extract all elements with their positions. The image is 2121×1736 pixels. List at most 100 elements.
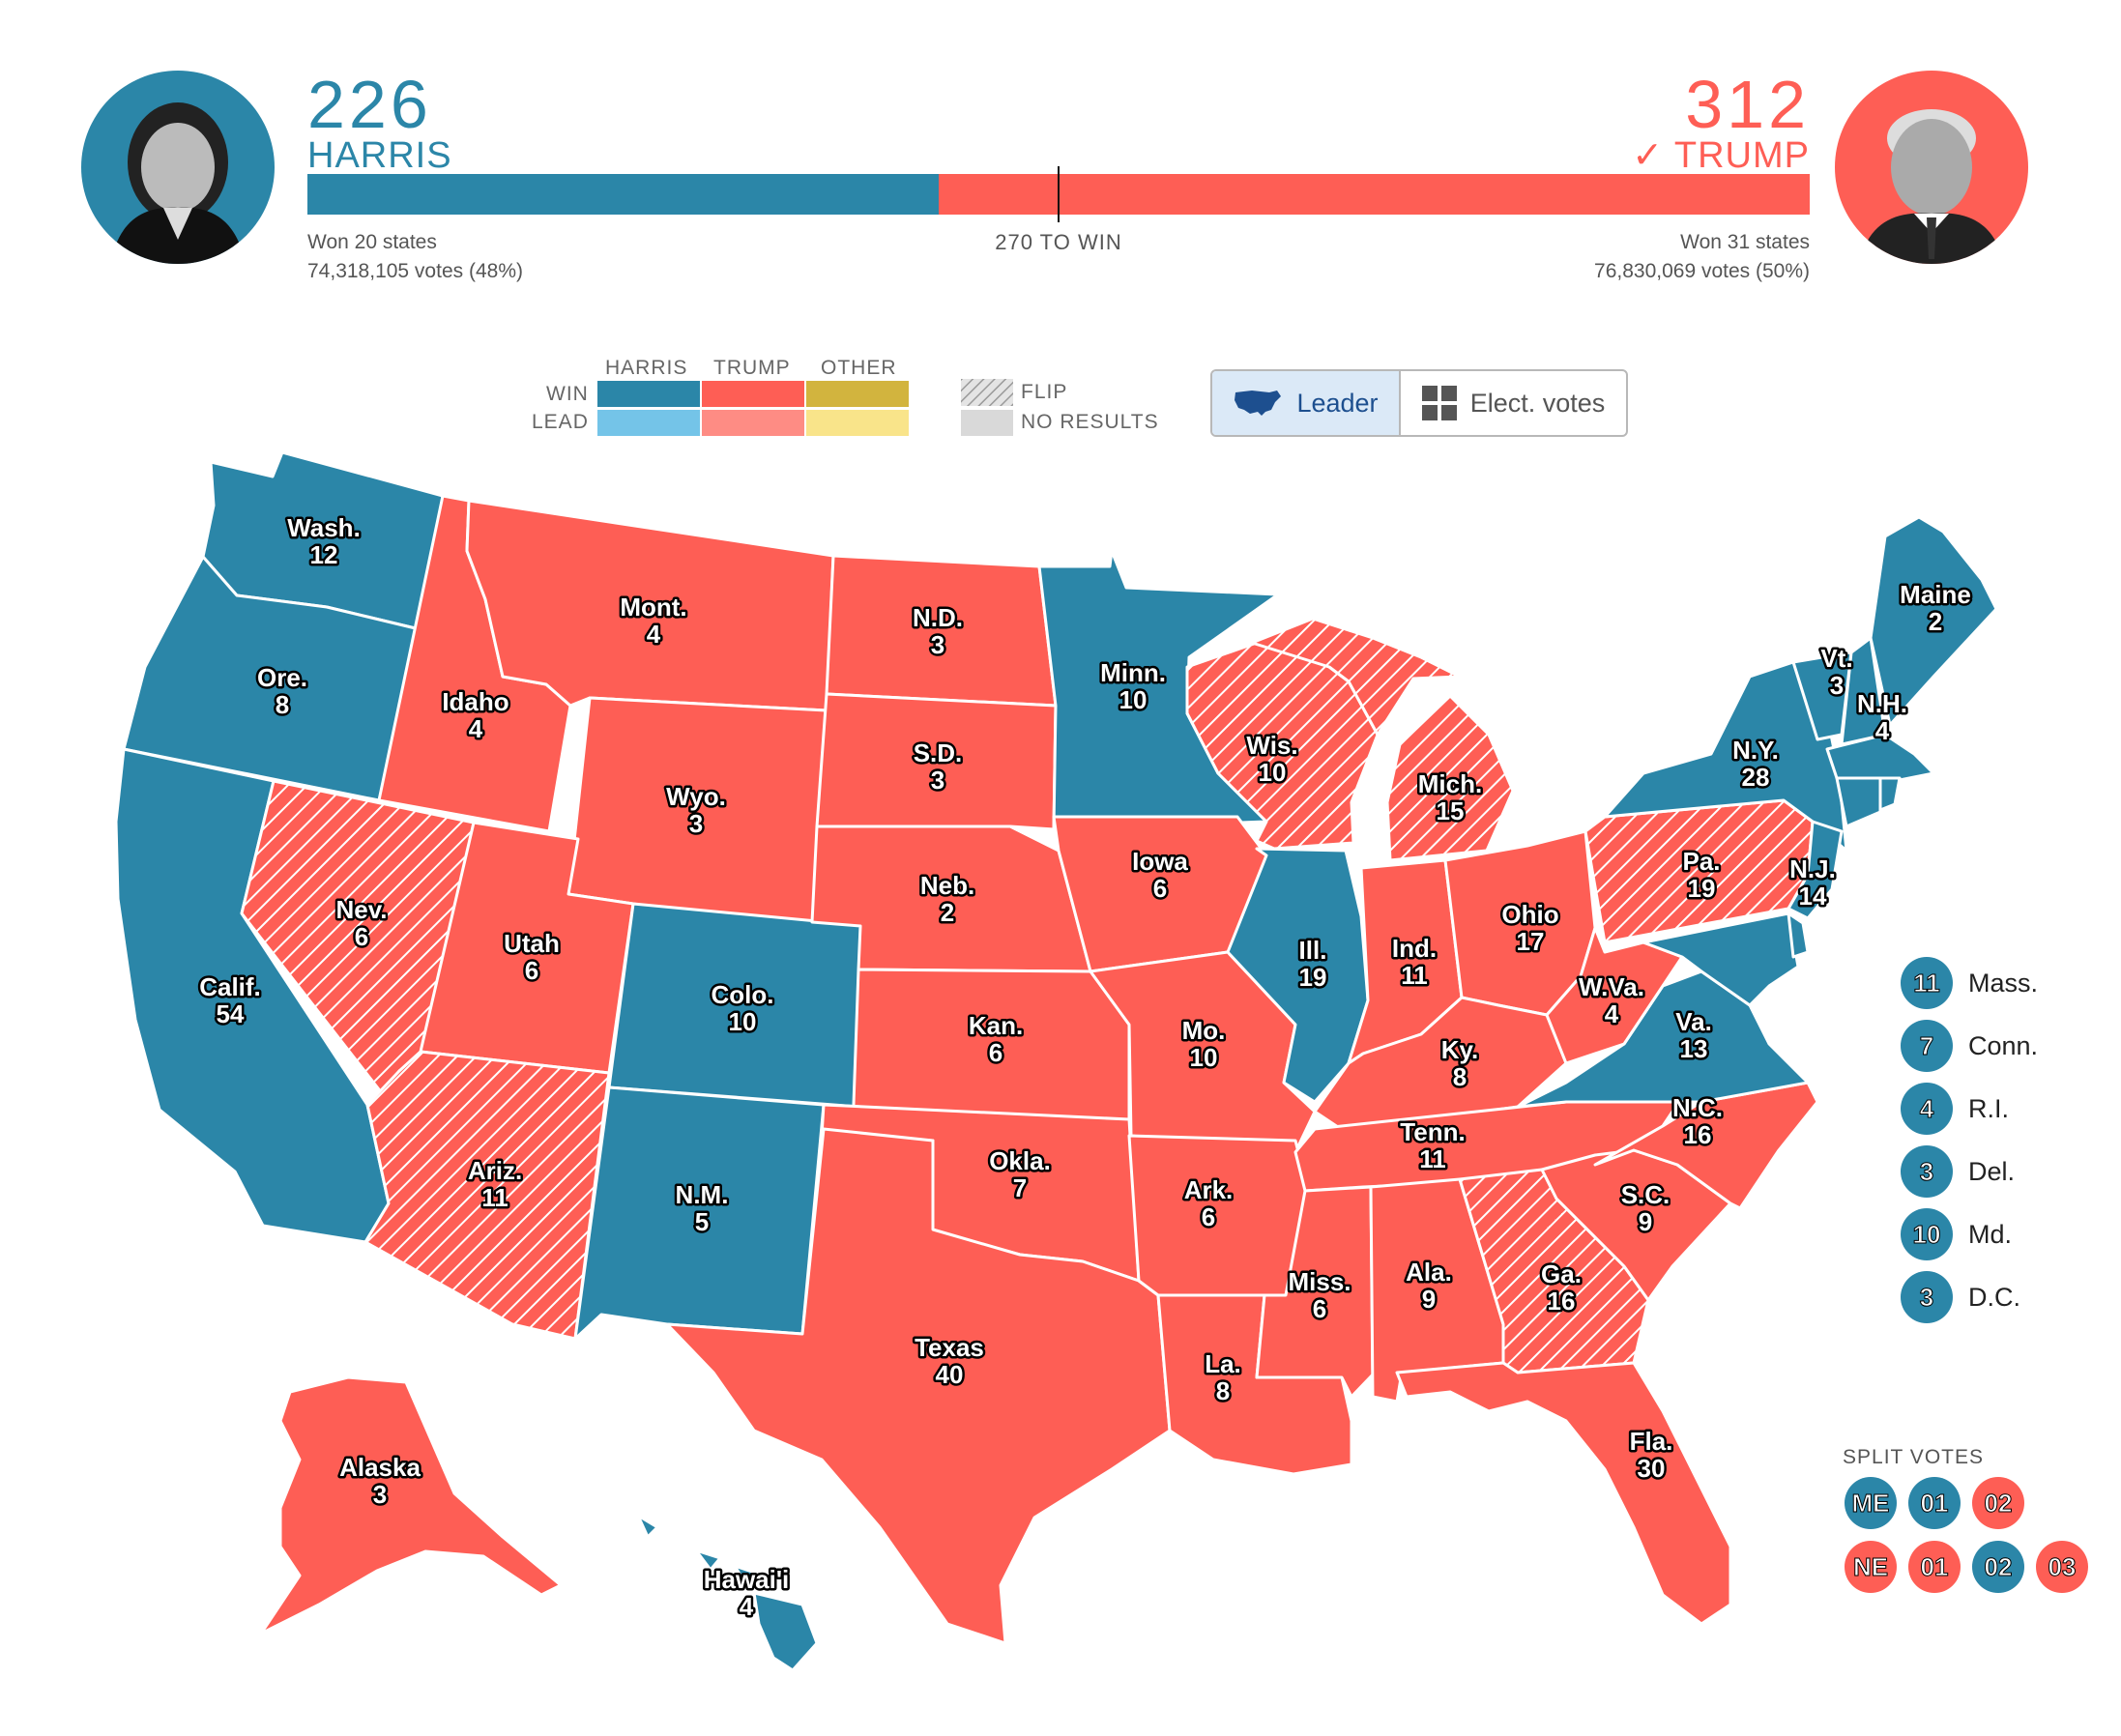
small-state-ev-circle: 3 (1901, 1271, 1953, 1323)
state-tx[interactable] (665, 1127, 1172, 1645)
state-label-name: Nev. (336, 895, 388, 924)
state-label-name: Maine (1900, 580, 1971, 609)
electoral-vote-bar (307, 174, 1810, 215)
state-label-ev: 4 (469, 714, 483, 743)
legend-col-harris: HARRIS (605, 357, 688, 379)
state-nc[interactable] (1593, 1081, 1819, 1210)
state-label-ev: 8 (276, 690, 289, 719)
state-label-ev: 11 (1419, 1144, 1446, 1173)
harris-avatar (81, 71, 275, 264)
state-label-name: Tenn. (1400, 1117, 1465, 1146)
state-label-ev: 5 (695, 1207, 709, 1236)
small-state-name: Mass. (1968, 968, 2039, 998)
legend-col-other: OTHER (821, 357, 897, 379)
legend-row-win: WIN (546, 383, 589, 405)
split-vote-district[interactable]: NE (1845, 1541, 1897, 1593)
state-label-name: N.C. (1672, 1093, 1723, 1122)
small-state-name: Conn. (1968, 1030, 2039, 1060)
state-label-name: Ky. (1441, 1035, 1479, 1064)
state-label-ev: 4 (740, 1592, 754, 1621)
legend-flip-label: FLIP (1021, 381, 1068, 403)
trump-name: ✓ TRUMP (1632, 135, 1810, 176)
split-vote-district[interactable]: 01 (1908, 1541, 1961, 1593)
state-mi[interactable] (1250, 617, 1515, 862)
state-label-name: Kan. (969, 1011, 1023, 1040)
state-ri[interactable] (1878, 776, 1902, 812)
small-state-ev-circle: 3 (1901, 1145, 1953, 1198)
state-label-name: Texas (915, 1333, 984, 1362)
small-state-item[interactable]: 7 Conn. (1901, 1020, 2038, 1072)
state-label-name: Wyo. (666, 782, 726, 811)
state-label-ev: 16 (1548, 1287, 1576, 1316)
split-vote-district[interactable]: 02 (1972, 1541, 2024, 1593)
view-toggle[interactable]: Leader Elect. votes (1210, 369, 1628, 437)
state-label-ev: 9 (1422, 1285, 1436, 1314)
state-label-name: Pa. (1682, 847, 1720, 876)
split-vote-district[interactable]: 03 (2036, 1541, 2088, 1593)
state-label-name: Alaska (339, 1453, 421, 1482)
small-state-ev-circle: 4 (1901, 1083, 1953, 1135)
leader-view-button[interactable]: Leader (1212, 371, 1401, 435)
split-vote-district[interactable]: 02 (1972, 1477, 2024, 1529)
state-label-name: Okla. (989, 1146, 1051, 1175)
state-hi[interactable] (636, 1514, 819, 1672)
threshold-label: 270 TO WIN (995, 230, 1122, 254)
trump-states-won: Won 31 states (1680, 231, 1810, 253)
state-label-ev: 10 (729, 1007, 757, 1036)
state-label-name: Iowa (1132, 847, 1188, 876)
small-state-item[interactable]: 10 Md. (1901, 1208, 2012, 1260)
state-label-name: Vt. (1820, 644, 1852, 673)
state-me[interactable] (1869, 515, 1998, 727)
state-nj[interactable] (1787, 820, 1844, 920)
state-label-ev: 11 (481, 1183, 508, 1212)
state-label-ev: 2 (1929, 607, 1942, 636)
state-label-name: Neb. (920, 871, 974, 900)
state-label-name: Ariz. (468, 1156, 522, 1185)
state-label-ev: 30 (1638, 1454, 1666, 1483)
state-sd[interactable] (815, 692, 1058, 831)
legend-row-lead: LEAD (532, 411, 589, 433)
state-label-ev: 19 (1299, 963, 1327, 992)
state-il[interactable] (1226, 847, 1370, 1104)
state-label-ev: 6 (989, 1038, 1002, 1067)
state-label-name: Va. (1675, 1007, 1712, 1036)
state-label-name: La. (1205, 1349, 1241, 1378)
legend-trump-win-swatch (702, 381, 804, 407)
split-vote-district[interactable]: ME (1845, 1477, 1897, 1529)
small-state-item[interactable]: 3 Del. (1901, 1145, 2015, 1198)
harris-bar-segment (307, 174, 939, 215)
trump-electoral-score: 312 (1685, 67, 1810, 142)
electoral-votes-view-button[interactable]: Elect. votes (1401, 371, 1626, 435)
state-ct[interactable] (1835, 776, 1882, 828)
state-va[interactable] (1516, 969, 1810, 1109)
state-label-ev: 14 (1799, 882, 1827, 911)
state-label-name: Colo. (712, 980, 774, 1009)
legend-trump-lead-swatch (702, 410, 804, 436)
state-label-name: Ore. (257, 663, 307, 692)
legend-no-results-label: NO RESULTS (1021, 411, 1159, 433)
state-label-ev: 13 (1680, 1034, 1708, 1063)
state-fl[interactable] (1395, 1361, 1732, 1626)
state-label-ev: 8 (1453, 1062, 1467, 1091)
split-vote-district[interactable]: 01 (1908, 1477, 1961, 1529)
state-label-name: Hawai'i (704, 1565, 790, 1594)
small-state-item[interactable]: 4 R.I. (1901, 1083, 2009, 1135)
state-label-ev: 28 (1742, 763, 1770, 792)
state-de[interactable] (1787, 911, 1810, 959)
small-state-item[interactable]: 3 D.C. (1901, 1271, 2020, 1323)
state-label-name: Wis. (1246, 731, 1297, 760)
trump-summary: Won 31 states 76,830,069 votes (50%) (1594, 228, 1810, 286)
state-label-ev: 16 (1684, 1120, 1712, 1149)
state-label-ev: 10 (1119, 685, 1148, 714)
state-ak[interactable] (259, 1375, 563, 1635)
state-ar[interactable] (1127, 1134, 1312, 1297)
state-label-name: Ala. (1406, 1258, 1452, 1287)
harris-summary: Won 20 states 74,318,105 votes (48%) (307, 228, 523, 286)
legend-col-trump: TRUMP (713, 357, 791, 379)
small-state-item[interactable]: 11 Mass. (1901, 957, 2038, 1009)
state-label-name: Calif. (199, 972, 261, 1001)
state-label-name: Utah (504, 929, 560, 958)
legend-harris-lead-swatch (597, 410, 700, 436)
state-label-ev: 3 (689, 809, 703, 838)
